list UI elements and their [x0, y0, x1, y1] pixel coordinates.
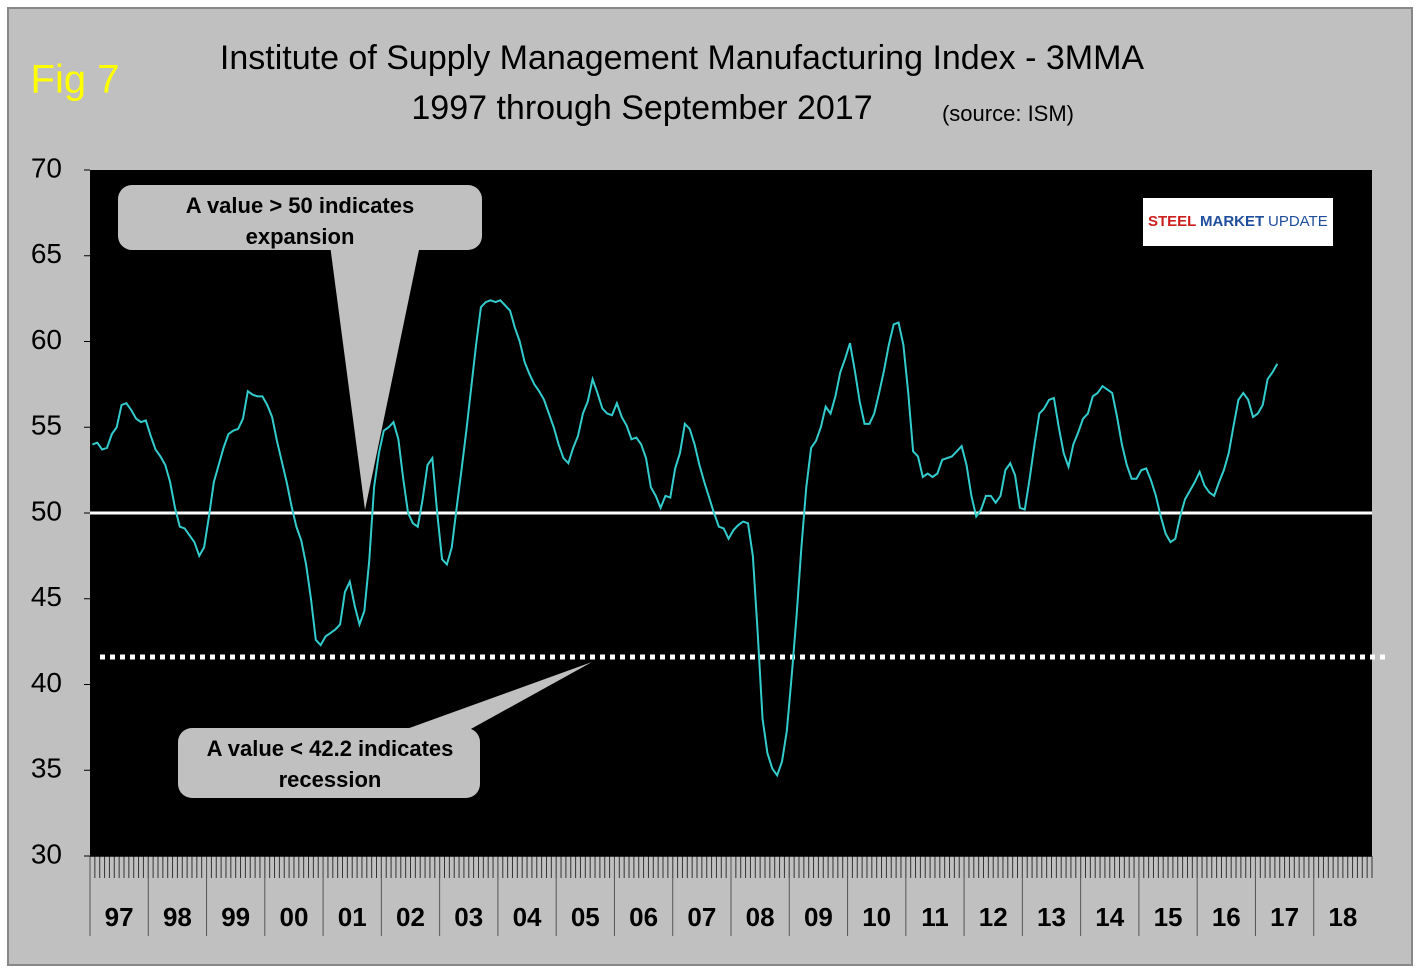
- x-tick-label: 98: [163, 902, 192, 932]
- x-tick-label: 07: [687, 902, 716, 932]
- source: (source: ISM): [942, 101, 1074, 126]
- x-tick-label: 00: [279, 902, 308, 932]
- logo-text: MARKET: [1200, 213, 1264, 230]
- callout-box: [178, 728, 480, 798]
- plot-content: [90, 299, 1390, 778]
- callout-pointer: [330, 245, 420, 510]
- x-axis-band: 97 98 99 00 01 02 03 04 05 06 07 08 09 10 11 12 13 14 15 16…: [89, 855, 1373, 936]
- x-tick-label: 04: [513, 902, 542, 932]
- x-tick-label: 11: [921, 902, 949, 932]
- y-tick-label: 70: [31, 152, 62, 183]
- logo: STEEL MARKET UPDATE: [1143, 198, 1333, 246]
- y-tick-label: 40: [31, 667, 62, 698]
- x-tick-label: 99: [221, 902, 250, 932]
- x-tick-label: 05: [571, 902, 600, 932]
- y-tick-label: 35: [31, 753, 62, 784]
- x-tick-label: 17: [1270, 902, 1299, 932]
- chart-subtitle: 1997 through September 2017: [411, 89, 872, 127]
- y-tick-label: 65: [31, 238, 62, 269]
- x-tick-label: 02: [396, 902, 425, 932]
- x-tick-label: 18: [1328, 902, 1357, 932]
- x-tick-label: 12: [979, 902, 1008, 932]
- callout-text-box: A value < 42.2 indicates recession: [206, 736, 454, 792]
- annotation: A value > 50 indicates expansion: [185, 193, 415, 249]
- x-tick-label: 97: [105, 902, 134, 932]
- callout-recession: A value < 42.2 indicates recession: [178, 662, 592, 798]
- fig-label: Fig 7: [31, 58, 120, 102]
- y-tick-label: 60: [31, 324, 62, 355]
- x-tick-label: 01: [338, 902, 367, 932]
- x-tick-label: 14: [1095, 902, 1124, 932]
- y-tick-label: 50: [31, 495, 62, 526]
- callout-expansion: A value > 50 indicates expansion: [118, 185, 482, 510]
- y-tick-label: 55: [31, 410, 62, 441]
- data-line: [92, 299, 1279, 778]
- chart-title: Institute of Supply Management Manufactu…: [220, 39, 1144, 77]
- callout-text-box: A value > 50 indicates expansion: [185, 193, 415, 249]
- y-tick-label: 30: [31, 838, 62, 869]
- annotation: A value < 42.2 indicates recession: [206, 736, 454, 792]
- y-tick-label: 45: [31, 581, 62, 612]
- x-tick-label: 03: [454, 902, 483, 932]
- x-tick-label: 09: [804, 902, 833, 932]
- callout-box: [118, 185, 482, 250]
- x-tick-label: 08: [746, 902, 775, 932]
- x-tick-label: 10: [862, 902, 891, 932]
- logo-text: UPDATE: [1268, 213, 1328, 230]
- x-tick-label: 13: [1037, 902, 1066, 932]
- logo-text: STEEL: [1148, 213, 1196, 230]
- x-tick-label: 06: [629, 902, 658, 932]
- logo-box: [1143, 198, 1333, 246]
- callout-pointer: [390, 662, 592, 735]
- x-tick-label: 16: [1212, 902, 1241, 932]
- x-tick-label: 15: [1154, 902, 1183, 932]
